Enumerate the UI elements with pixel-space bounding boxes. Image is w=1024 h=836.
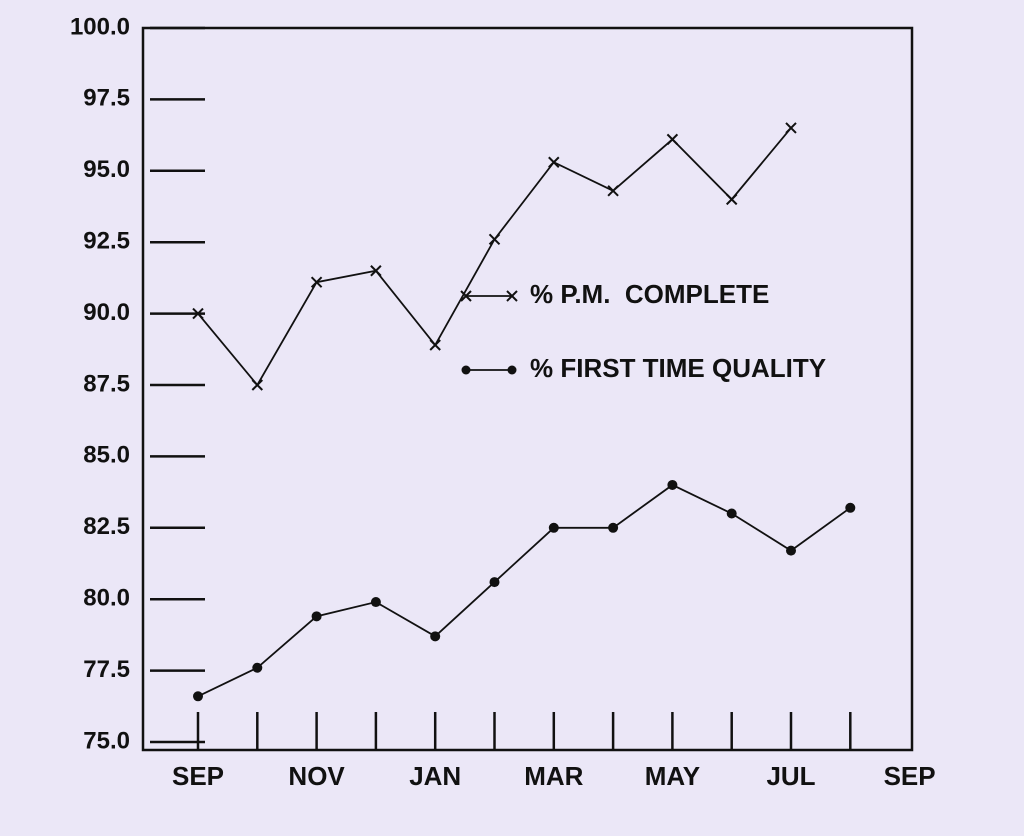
point-marker bbox=[311, 611, 322, 622]
point-marker bbox=[193, 691, 203, 702]
point-marker bbox=[370, 265, 382, 277]
x-tick-label: SEP bbox=[884, 761, 936, 791]
x-tick-label: JUL bbox=[766, 761, 815, 791]
point-marker bbox=[370, 597, 381, 608]
legend-marker bbox=[506, 290, 518, 302]
y-tick-label: 87.5 bbox=[83, 370, 130, 397]
series-line bbox=[197, 483, 851, 698]
marker-stroke bbox=[785, 122, 797, 134]
marker-stroke bbox=[725, 193, 738, 206]
marker-stroke bbox=[429, 339, 441, 351]
y-tick-label: 80.0 bbox=[83, 585, 130, 612]
y-tick-label: 90.0 bbox=[83, 299, 130, 326]
x-tick-label: MAR bbox=[524, 761, 583, 791]
marker-stroke bbox=[251, 379, 264, 391]
marker-stroke bbox=[607, 185, 619, 197]
point-marker bbox=[666, 133, 679, 146]
x-tick-label: NOV bbox=[288, 761, 345, 791]
point-marker bbox=[845, 502, 856, 513]
legend-label: % P.M. COMPLETE bbox=[530, 279, 769, 309]
marker-stroke bbox=[310, 276, 323, 288]
point-marker bbox=[192, 307, 204, 320]
marker-stroke bbox=[460, 290, 472, 302]
point-marker bbox=[785, 122, 797, 134]
point-marker bbox=[726, 508, 737, 519]
point-marker bbox=[786, 545, 796, 556]
x-tick-label: SEP bbox=[172, 761, 224, 791]
point-marker bbox=[667, 479, 678, 490]
marker-stroke bbox=[370, 265, 382, 277]
legend-marker bbox=[507, 365, 517, 375]
x-tick-label: JAN bbox=[409, 761, 461, 791]
series-line bbox=[197, 127, 792, 387]
point-marker bbox=[430, 631, 441, 642]
point-marker bbox=[488, 233, 501, 246]
marker-stroke bbox=[548, 156, 560, 168]
x-tick-label: MAY bbox=[645, 761, 700, 791]
marker-stroke bbox=[506, 290, 518, 302]
legend-label: % FIRST TIME QUALITY bbox=[530, 353, 826, 383]
point-marker bbox=[607, 185, 619, 197]
plot-frame bbox=[141, 26, 914, 752]
y-tick-label: 92.5 bbox=[83, 228, 130, 255]
y-tick-label: 77.5 bbox=[83, 656, 130, 683]
point-marker bbox=[548, 156, 560, 168]
y-tick-label: 85.0 bbox=[83, 442, 130, 469]
point-marker bbox=[252, 662, 263, 673]
point-marker bbox=[429, 339, 441, 351]
marker-stroke bbox=[666, 133, 679, 146]
marker-stroke bbox=[192, 307, 204, 320]
y-tick-label: 97.5 bbox=[83, 85, 130, 112]
point-marker bbox=[310, 276, 323, 288]
point-marker bbox=[725, 193, 738, 206]
point-marker bbox=[251, 379, 264, 391]
legend-marker bbox=[461, 365, 471, 375]
marker-stroke bbox=[488, 233, 501, 246]
point-marker bbox=[489, 577, 500, 588]
y-tick-label: 100.0 bbox=[70, 13, 130, 40]
point-marker bbox=[548, 522, 559, 533]
legend-marker bbox=[460, 290, 472, 302]
y-tick-label: 82.5 bbox=[83, 513, 130, 540]
point-marker bbox=[608, 522, 619, 533]
y-tick-label: 95.0 bbox=[83, 156, 130, 183]
y-tick-label: 75.0 bbox=[83, 727, 130, 754]
